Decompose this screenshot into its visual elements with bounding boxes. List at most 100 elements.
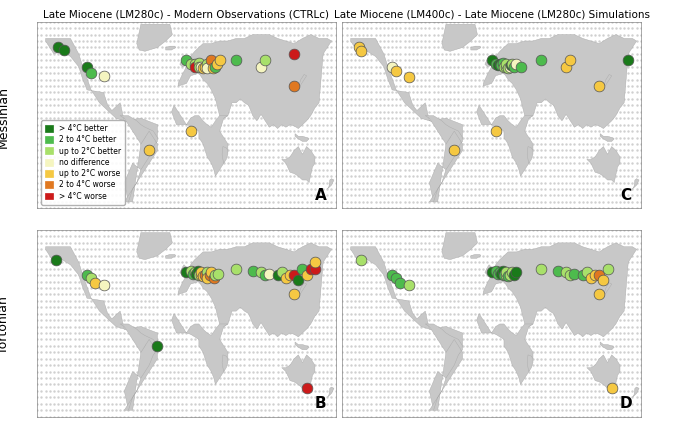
Point	[293, 277, 304, 284]
Point	[515, 63, 526, 70]
Point	[185, 268, 196, 275]
Point	[260, 57, 271, 64]
Point	[210, 63, 221, 70]
Point	[210, 272, 221, 279]
Point	[494, 269, 505, 276]
Point	[193, 272, 204, 279]
Point	[197, 273, 208, 280]
Point	[355, 48, 366, 55]
Point	[53, 44, 64, 51]
Point	[565, 57, 576, 64]
Point	[260, 272, 271, 279]
Point	[507, 61, 518, 68]
Point	[498, 63, 509, 70]
Point	[486, 269, 497, 276]
Point	[85, 70, 96, 77]
Point	[501, 269, 512, 276]
Point	[590, 272, 601, 279]
Point	[196, 63, 207, 70]
Point	[98, 282, 109, 289]
Text: D: D	[619, 396, 632, 411]
Point	[561, 63, 572, 70]
Point	[602, 265, 613, 272]
Point	[202, 61, 213, 68]
Point	[598, 277, 609, 284]
Point	[285, 272, 296, 279]
Point	[51, 256, 62, 263]
Point	[207, 65, 218, 72]
Point	[623, 57, 634, 64]
Point	[81, 63, 92, 70]
Point	[606, 385, 617, 392]
Point	[496, 62, 507, 69]
Point	[594, 272, 605, 279]
Point	[181, 57, 192, 64]
Point	[212, 270, 223, 277]
Point	[496, 270, 507, 277]
Point	[277, 269, 287, 276]
Point	[204, 272, 215, 279]
Point	[493, 270, 504, 277]
Point	[508, 63, 519, 70]
Point	[309, 259, 320, 266]
Point	[508, 272, 519, 279]
Point	[195, 272, 206, 279]
Point	[202, 65, 213, 72]
Point	[500, 272, 511, 279]
Point	[502, 273, 513, 280]
Point	[193, 63, 204, 70]
Point	[181, 269, 192, 276]
Point	[289, 82, 300, 89]
Point	[189, 269, 200, 276]
Point	[490, 61, 501, 68]
Point	[256, 63, 266, 70]
Text: Tortonian: Tortonian	[0, 296, 10, 355]
Point	[356, 256, 367, 263]
Point	[511, 269, 522, 276]
Point	[206, 269, 217, 276]
Point	[536, 265, 546, 272]
Point	[281, 274, 292, 281]
Point	[506, 62, 517, 69]
Point	[231, 265, 241, 272]
Point	[449, 147, 460, 154]
Point	[90, 279, 101, 286]
Point	[191, 270, 202, 277]
Point	[202, 274, 213, 281]
Point	[501, 61, 512, 68]
Point	[81, 272, 92, 279]
Text: A: A	[315, 188, 327, 203]
Point	[85, 274, 96, 281]
Point	[289, 291, 300, 298]
Point	[58, 46, 69, 53]
Title: Late Miocene (LM280c) - Modern Observations (CTRLc): Late Miocene (LM280c) - Modern Observati…	[43, 10, 330, 20]
Point	[152, 342, 163, 349]
Point	[391, 274, 401, 281]
Point	[498, 268, 508, 275]
Point	[301, 385, 312, 392]
Text: C: C	[620, 188, 632, 203]
Point	[553, 268, 563, 275]
Point	[289, 50, 300, 57]
Point	[504, 63, 515, 70]
Point	[212, 61, 222, 68]
Point	[309, 265, 320, 272]
Point	[391, 67, 401, 74]
Point	[395, 279, 406, 286]
Point	[504, 272, 515, 279]
Point	[189, 61, 200, 68]
Point	[297, 265, 308, 272]
Point	[498, 272, 509, 279]
Point	[494, 61, 505, 68]
Point	[247, 268, 258, 275]
Point	[507, 269, 518, 276]
Point	[214, 57, 225, 64]
Point	[353, 44, 364, 51]
Point	[403, 282, 414, 289]
Point	[98, 72, 109, 79]
Point	[188, 270, 199, 277]
Point	[594, 291, 605, 298]
Point	[305, 265, 316, 272]
Point	[490, 268, 501, 275]
Point	[561, 269, 572, 276]
